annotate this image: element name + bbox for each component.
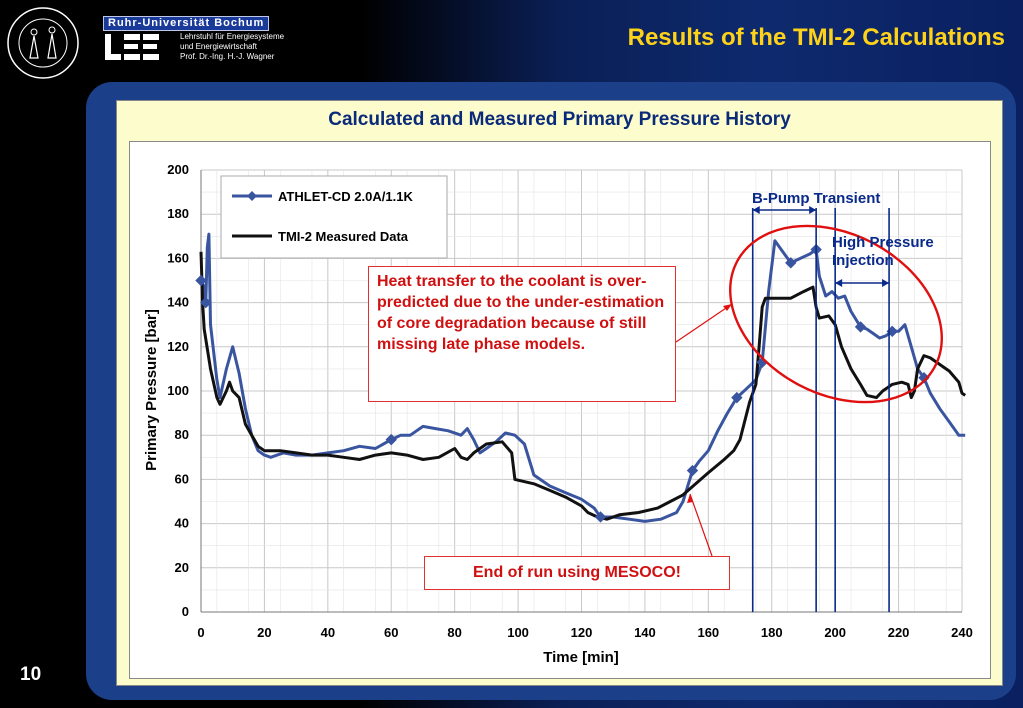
- y-tick-label: 80: [175, 427, 189, 442]
- chair-info: Lehrstuhl für Energiesysteme und Energie…: [180, 32, 284, 62]
- measured-series-line: [199, 251, 967, 521]
- legend-box: [220, 175, 448, 259]
- hpi-annotation: High Pressure Injection: [832, 234, 962, 270]
- x-tick-label: 40: [321, 625, 335, 640]
- y-tick-label: 100: [167, 383, 189, 398]
- athlet-data-point: [686, 464, 699, 477]
- b-pump-arrow-head-right: [809, 206, 817, 214]
- athlet-data-point: [594, 511, 607, 523]
- x-tick-label: 160: [697, 625, 719, 640]
- heat-pointer-line: [675, 303, 733, 343]
- y-tick-label: 60: [175, 471, 189, 486]
- athlet-data-point: [785, 257, 797, 269]
- legend: ATHLET-CD 2.0A/1.1K TMI-2 Measured Data: [220, 175, 448, 259]
- university-seal-icon: [7, 7, 79, 79]
- athlet-data-point: [731, 391, 743, 404]
- legend-measured-label: TMI-2 Measured Data: [278, 229, 409, 244]
- legend-athlet-marker: [247, 191, 257, 201]
- slide-title: Results of the TMI-2 Calculations: [627, 24, 1005, 51]
- athlet-data-point: [385, 433, 397, 446]
- hpi-arrow-head-right: [882, 279, 890, 287]
- x-tick-label: 180: [761, 625, 783, 640]
- athlet-data-point: [195, 274, 207, 287]
- x-tick-label: 0: [197, 625, 204, 640]
- series: [195, 232, 967, 523]
- heat-transfer-annotation: Heat transfer to the coolant is over-pre…: [368, 266, 676, 402]
- chart-title: Calculated and Measured Primary Pressure…: [328, 109, 791, 130]
- chair-line-1: Lehrstuhl für Energiesysteme: [180, 32, 285, 41]
- hpi-arrow-head-left: [835, 279, 843, 287]
- y-tick-label: 180: [167, 206, 189, 221]
- x-tick-label: 120: [571, 625, 593, 640]
- chair-line-3: Prof. Dr.-Ing. H.-J. Wagner: [180, 52, 275, 61]
- x-tick-label: 240: [951, 625, 973, 640]
- x-tick-label: 100: [507, 625, 529, 640]
- x-tick-label: 60: [384, 625, 398, 640]
- x-tick-label: 220: [888, 625, 910, 640]
- axes: 0 20 40 60 80 100 120 140 160 180 200 220 240 0 20 40 60…: [167, 162, 973, 640]
- y-axis-label: Primary Pressure [bar]: [143, 309, 160, 471]
- lee-logo: [105, 34, 159, 60]
- y-tick-label: 0: [182, 604, 189, 619]
- slide-header: Ruhr-Universität Bochum Lehrstuhl für En…: [0, 0, 1023, 82]
- x-tick-label: 20: [257, 625, 271, 640]
- b-pump-annotation: B-Pump Transient: [752, 190, 881, 207]
- x-tick-label: 80: [447, 625, 461, 640]
- legend-athlet-label: ATHLET-CD 2.0A/1.1K: [278, 189, 413, 204]
- page-number: 10: [20, 664, 42, 685]
- y-tick-label: 40: [175, 516, 189, 531]
- athlet-data-point: [854, 321, 867, 333]
- y-tick-label: 200: [167, 162, 189, 177]
- hpi-annotation-text: High Pressure Injection: [832, 234, 934, 269]
- end-pointer-head: [687, 494, 693, 503]
- y-tick-label: 160: [167, 250, 189, 265]
- y-tick-label: 20: [175, 560, 189, 575]
- y-tick-label: 140: [167, 295, 189, 310]
- athlet-data-point: [200, 296, 212, 309]
- university-name: Ruhr-Universität Bochum: [103, 16, 270, 31]
- left-black-strip: [0, 0, 84, 708]
- heat-pointer-head: [723, 304, 732, 311]
- x-axis-label: Time [min]: [543, 649, 619, 666]
- end-pointer-line: [689, 493, 713, 557]
- end-of-run-annotation: End of run using MESOCO!: [424, 556, 730, 590]
- b-pump-arrow-head-left: [752, 206, 760, 214]
- x-tick-label: 140: [634, 625, 656, 640]
- highlight-ellipse: [729, 224, 943, 404]
- y-tick-label: 120: [167, 339, 189, 354]
- x-tick-label: 200: [824, 625, 846, 640]
- chair-line-2: und Energiewirtschaft: [180, 42, 257, 51]
- overlays: [675, 206, 943, 612]
